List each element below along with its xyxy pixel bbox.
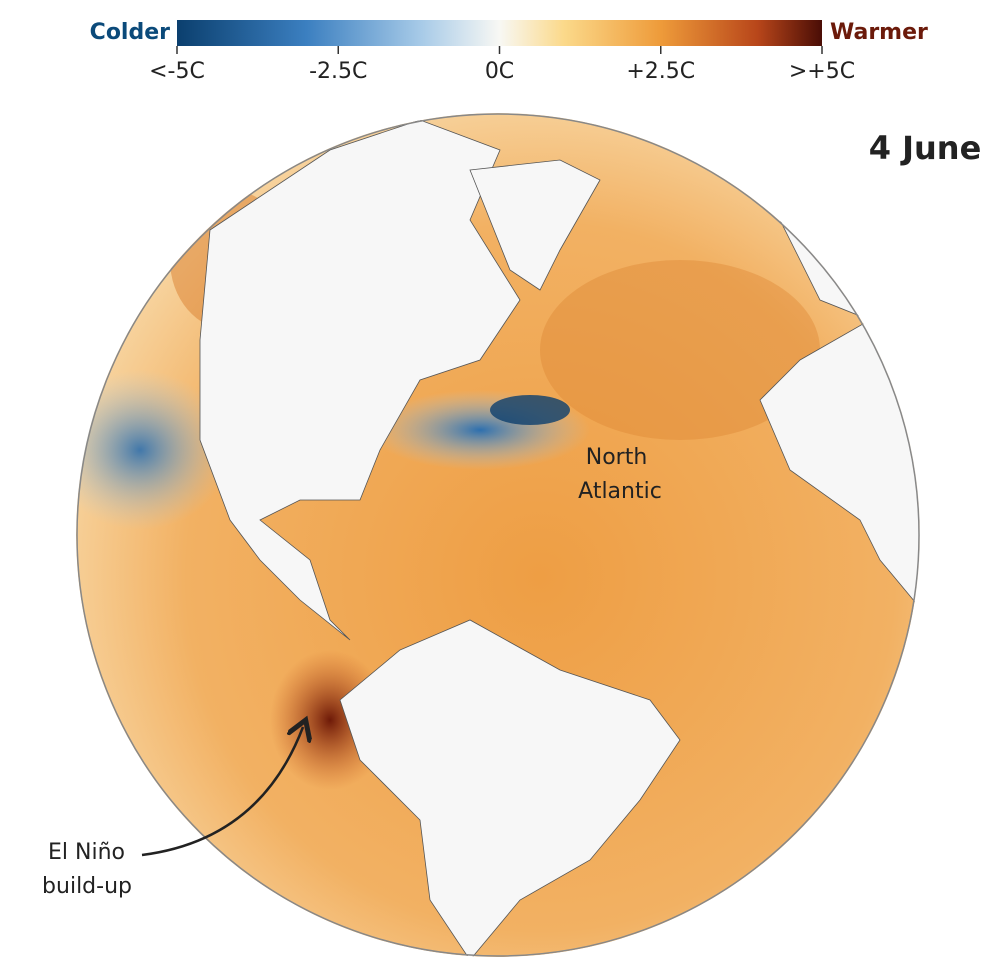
annotation-line: El Niño [48,840,125,865]
globe [76,113,920,957]
tick-label: +2.5C [626,59,695,84]
date: 4 June [869,129,982,167]
high-label: Warmer [830,20,928,45]
low-label: Colder [90,20,170,45]
tick-label: >+5C [789,59,855,84]
annotation: North Atlantic [578,445,662,504]
annotation-arrow [141,727,303,857]
colorbar-ticks: <-5C -2.5C 0C +2.5C >+5C [149,46,855,84]
colorbar [177,20,822,46]
annotation: El Niño build-up [42,840,132,899]
annotation-line: Atlantic [578,479,662,504]
tick-label: -2.5C [309,59,367,84]
tick-label: 0C [485,59,514,84]
tick-label: <-5C [149,59,205,84]
annotation-line: build-up [42,874,132,899]
annotation-line: North [586,445,648,470]
